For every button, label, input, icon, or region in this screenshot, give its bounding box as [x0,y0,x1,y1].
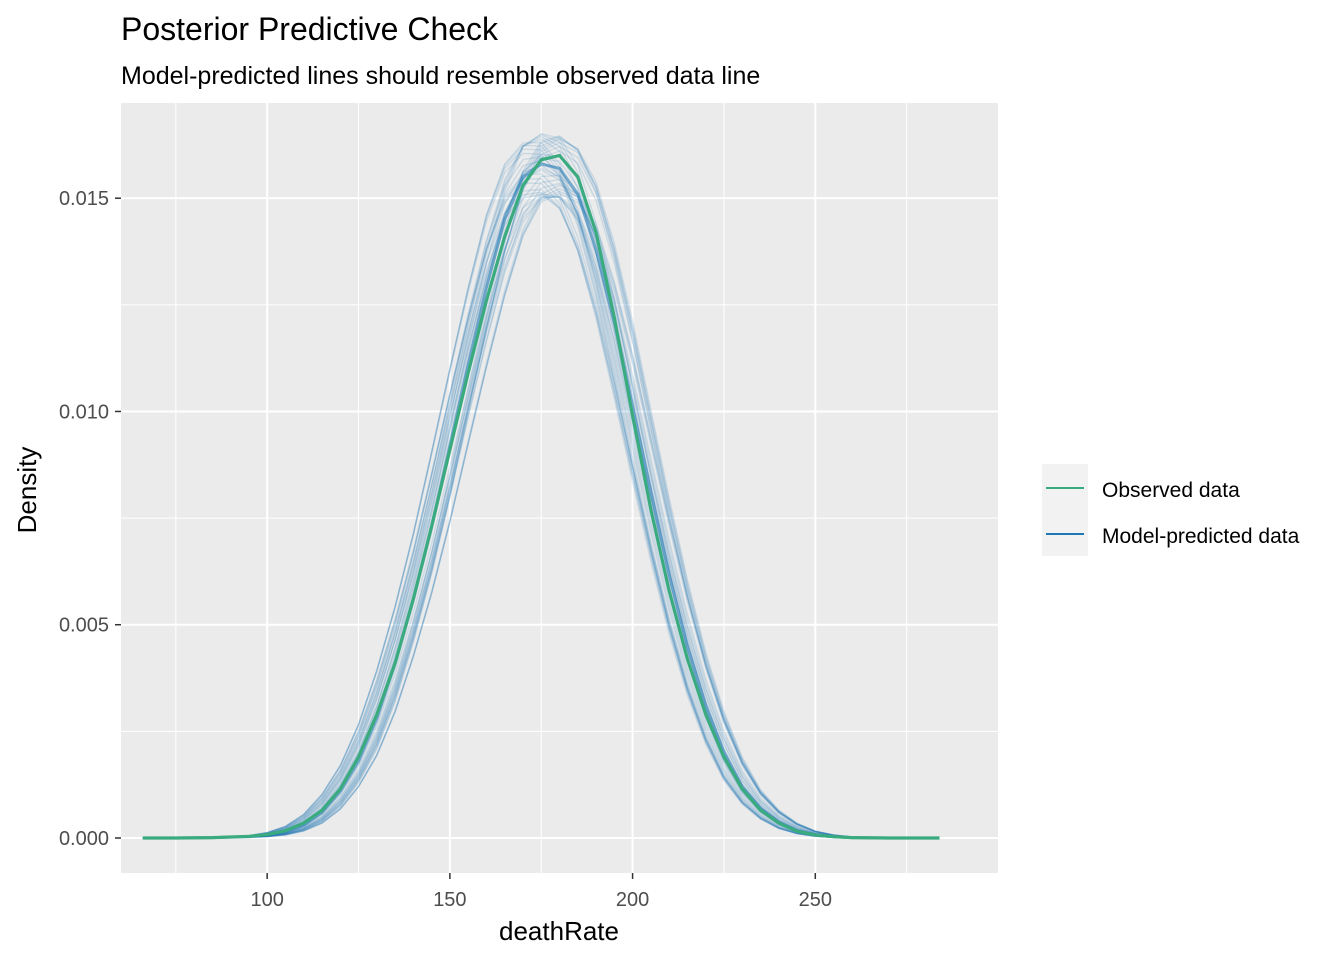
predicted-draw-line [142,192,940,839]
predicted-draw-line [142,155,940,839]
predicted-draw-line [142,148,940,839]
axis-ticks: 100 150 200 250 0.000 0.005 0.010 0.015 [59,188,832,911]
x-tick-label: 150 [433,889,466,911]
y-tick-label: 0.010 [59,401,109,423]
predicted-draw-line [142,188,940,839]
predicted-draw-line [142,141,940,839]
x-axis-title: deathRate [499,916,619,946]
plot-panel [121,103,998,873]
predicted-draw-line [142,187,940,839]
predicted-draw-line [142,182,940,839]
predicted-draw-line [142,174,940,839]
x-tick-label: 200 [616,889,649,911]
y-axis-title: Density [12,447,42,534]
legend-label-predicted: Model-predicted data [1102,525,1300,548]
predicted-draw-line [142,178,940,839]
x-tick-label: 250 [799,889,832,911]
predicted-draw-line [142,196,940,839]
y-tick-label: 0.000 [59,828,109,850]
series-line-observed [142,153,940,840]
predicted-draw-line [142,190,940,839]
predicted-draw-line [142,191,940,839]
chart-subtitle: Model-predicted lines should resemble ob… [121,62,760,90]
predicted-draw-line [142,184,940,839]
predicted-draw-line [142,152,940,839]
predicted-draw-line [142,141,940,839]
predicted-draw-line [142,182,940,839]
series-layer [142,132,940,840]
chart-title: Posterior Predictive Check [121,11,499,47]
predicted-draw-line [142,193,940,839]
predicted-draw-line [142,135,940,839]
predicted-draw-line [142,178,940,839]
predicted-draw-line [142,195,940,839]
legend: Observed data Model-predicted data [1042,464,1300,556]
predicted-draw-line [142,135,940,839]
legend-key-background [1042,464,1088,556]
predicted-draw-line [142,172,940,839]
predicted-draw-line [142,145,940,839]
y-tick-label: 0.005 [59,615,109,637]
predicted-draw-line [142,144,940,839]
predicted-draw-line [142,137,940,839]
x-tick-label: 100 [250,889,283,911]
legend-label-observed: Observed data [1102,479,1240,502]
predicted-draw-line [142,150,940,839]
predicted-draw-line [142,138,940,839]
y-tick-label: 0.015 [59,188,109,210]
